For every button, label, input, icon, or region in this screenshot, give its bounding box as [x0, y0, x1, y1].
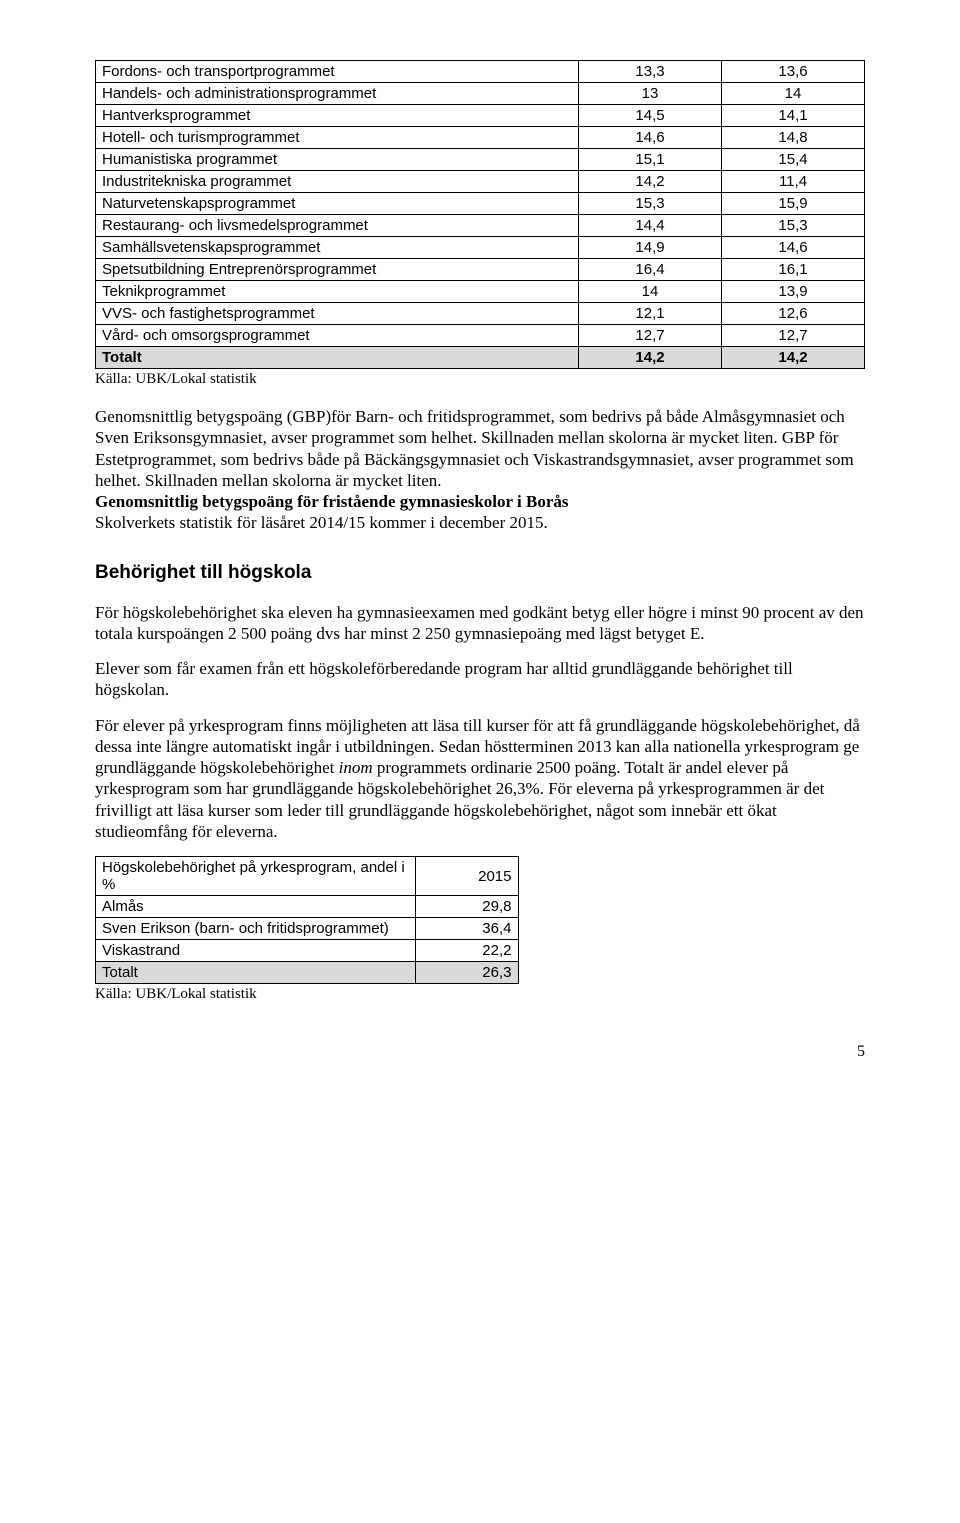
cell-val2: 11,4	[722, 171, 865, 193]
cell-val1: 12,7	[579, 325, 722, 347]
table-row: Humanistiska programmet15,115,4	[96, 149, 865, 171]
cell-val2: 15,3	[722, 215, 865, 237]
cell-label: Totalt	[96, 347, 579, 369]
table-row: VVS- och fastighetsprogrammet12,112,6	[96, 303, 865, 325]
cell-val2: 16,1	[722, 259, 865, 281]
cell-label: Teknikprogrammet	[96, 281, 579, 303]
cell-label: Vård- och omsorgsprogrammet	[96, 325, 579, 347]
cell-val1: 14,6	[579, 127, 722, 149]
cell-val2: 14,1	[722, 105, 865, 127]
table-row: Handels- och administrationsprogrammet13…	[96, 83, 865, 105]
cell-label: Restaurang- och livsmedelsprogrammet	[96, 215, 579, 237]
table-row: Viskastrand22,2	[96, 940, 519, 962]
program-table: Fordons- och transportprogrammet13,313,6…	[95, 60, 865, 369]
cell-label: Totalt	[96, 962, 416, 984]
cell-label: Spetsutbildning Entreprenörsprogrammet	[96, 259, 579, 281]
cell-val: 36,4	[415, 918, 518, 940]
para4-italic: inom	[339, 758, 373, 777]
table-row: Hantverksprogrammet14,514,1	[96, 105, 865, 127]
section-heading: Behörighet till högskola	[95, 562, 865, 584]
paragraph-3: Elever som får examen från ett högskolef…	[95, 658, 865, 701]
cell-val1: 14,9	[579, 237, 722, 259]
cell-label: Handels- och administrationsprogrammet	[96, 83, 579, 105]
cell-val: 29,8	[415, 896, 518, 918]
cell-val2: 14,8	[722, 127, 865, 149]
cell-label: Humanistiska programmet	[96, 149, 579, 171]
table-row: Sven Erikson (barn- och fritidsprogramme…	[96, 918, 519, 940]
cell-label: Högskolebehörighet på yrkesprogram, ande…	[96, 857, 416, 896]
table-header-row: Högskolebehörighet på yrkesprogram, ande…	[96, 857, 519, 896]
table-row: Almås29,8	[96, 896, 519, 918]
cell-val1: 15,3	[579, 193, 722, 215]
table-row: Hotell- och turismprogrammet14,614,8	[96, 127, 865, 149]
cell-label: Naturvetenskapsprogrammet	[96, 193, 579, 215]
cell-val1: 14,2	[579, 171, 722, 193]
cell-label: Hotell- och turismprogrammet	[96, 127, 579, 149]
table-row: Teknikprogrammet1413,9	[96, 281, 865, 303]
cell-val2: 15,9	[722, 193, 865, 215]
cell-val1: 16,4	[579, 259, 722, 281]
eligibility-table: Högskolebehörighet på yrkesprogram, ande…	[95, 856, 519, 984]
cell-val1: 15,1	[579, 149, 722, 171]
paragraph-4: För elever på yrkesprogram finns möjligh…	[95, 715, 865, 843]
cell-val1: 14	[579, 281, 722, 303]
cell-label: Samhällsvetenskapsprogrammet	[96, 237, 579, 259]
cell-val2: 12,7	[722, 325, 865, 347]
cell-year: 2015	[415, 857, 518, 896]
source-text-2: Källa: UBK/Lokal statistik	[95, 986, 865, 1003]
cell-val2: 15,4	[722, 149, 865, 171]
table-row-total: Totalt26,3	[96, 962, 519, 984]
cell-val2: 14,2	[722, 347, 865, 369]
paragraph-2: För högskolebehörighet ska eleven ha gym…	[95, 602, 865, 645]
table-row: Naturvetenskapsprogrammet15,315,9	[96, 193, 865, 215]
cell-label: Hantverksprogrammet	[96, 105, 579, 127]
para1-text3: Skolverkets statistik för läsåret 2014/1…	[95, 513, 548, 532]
cell-label: Industritekniska programmet	[96, 171, 579, 193]
table-row: Vård- och omsorgsprogrammet12,712,7	[96, 325, 865, 347]
cell-val: 26,3	[415, 962, 518, 984]
cell-label: VVS- och fastighetsprogrammet	[96, 303, 579, 325]
page-number: 5	[95, 1043, 865, 1061]
cell-label: Fordons- och transportprogrammet	[96, 61, 579, 83]
cell-val1: 14,5	[579, 105, 722, 127]
cell-val1: 13	[579, 83, 722, 105]
cell-label: Sven Erikson (barn- och fritidsprogramme…	[96, 918, 416, 940]
cell-val1: 12,1	[579, 303, 722, 325]
cell-val2: 13,9	[722, 281, 865, 303]
cell-label: Almås	[96, 896, 416, 918]
table-row: Industritekniska programmet14,211,4	[96, 171, 865, 193]
cell-val2: 12,6	[722, 303, 865, 325]
table-row: Restaurang- och livsmedelsprogrammet14,4…	[96, 215, 865, 237]
cell-val2: 14	[722, 83, 865, 105]
para1-bold: Genomsnittlig betygspoäng för fristående…	[95, 492, 569, 511]
table-row: Samhällsvetenskapsprogrammet14,914,6	[96, 237, 865, 259]
source-text-1: Källa: UBK/Lokal statistik	[95, 371, 865, 388]
cell-val1: 13,3	[579, 61, 722, 83]
cell-val: 22,2	[415, 940, 518, 962]
para1-text: Genomsnittlig betygspoäng (GBP)för Barn-…	[95, 407, 854, 490]
cell-val1: 14,4	[579, 215, 722, 237]
cell-val1: 14,2	[579, 347, 722, 369]
table-row: Spetsutbildning Entreprenörsprogrammet16…	[96, 259, 865, 281]
cell-val2: 14,6	[722, 237, 865, 259]
cell-label: Viskastrand	[96, 940, 416, 962]
table-row-total: Totalt14,214,2	[96, 347, 865, 369]
table-row: Fordons- och transportprogrammet13,313,6	[96, 61, 865, 83]
paragraph-1: Genomsnittlig betygspoäng (GBP)för Barn-…	[95, 406, 865, 534]
cell-val2: 13,6	[722, 61, 865, 83]
